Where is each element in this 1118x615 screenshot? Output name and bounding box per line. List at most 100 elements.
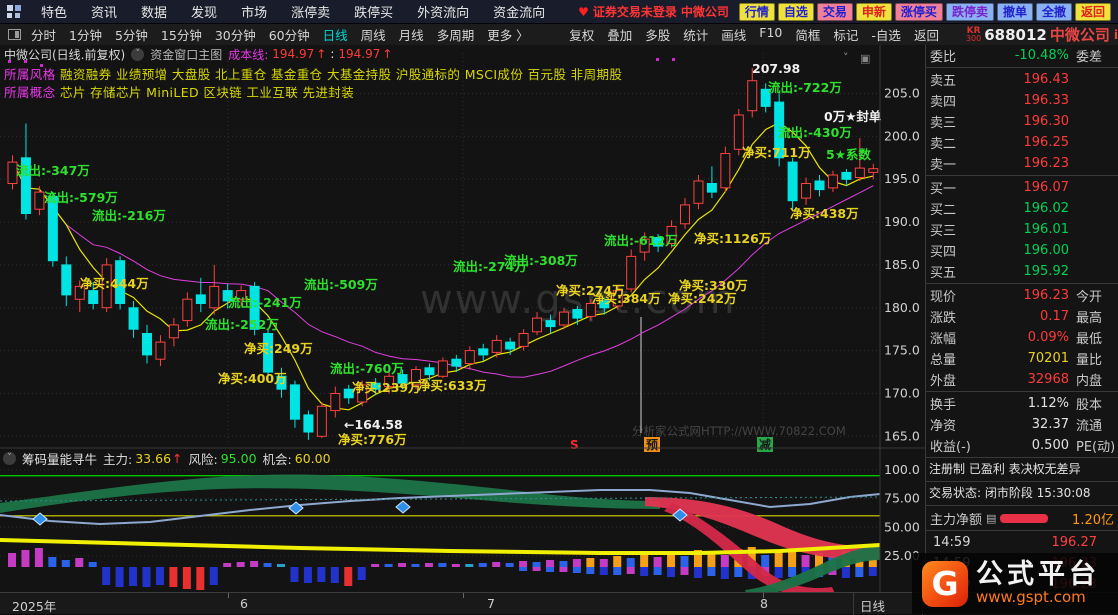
sell-level-row[interactable]: 卖二 196.25 bbox=[926, 132, 1118, 153]
info-label: 总量 bbox=[930, 353, 957, 368]
stock-info: KR 300 688012 中微公司 i bbox=[966, 24, 1118, 45]
indicator-ribbon bbox=[664, 503, 835, 592]
topbar-menu-item[interactable]: 外资流向 bbox=[417, 6, 470, 21]
flow-annotation: 流出:-579万 bbox=[44, 190, 118, 205]
period-tab[interactable]: 30分钟 bbox=[214, 28, 256, 43]
sell-level-label: 卖五 bbox=[930, 74, 957, 89]
info-value: 32.37 bbox=[1031, 417, 1069, 432]
trade-button[interactable]: 涨停买 bbox=[894, 2, 943, 21]
buy-level-row[interactable]: 买一 196.07 bbox=[926, 177, 1118, 198]
period-tab[interactable]: 5分钟 bbox=[114, 28, 148, 43]
buy-level-price: 196.01 bbox=[1023, 222, 1070, 237]
topbar-menu-item[interactable]: 市场 bbox=[241, 6, 268, 21]
trade-button[interactable]: 撤单 bbox=[996, 2, 1033, 21]
info-label: 净资 bbox=[930, 419, 957, 434]
topbar-menu-item[interactable]: 资讯 bbox=[91, 6, 118, 21]
sell-level-row[interactable]: 卖四 196.33 bbox=[926, 90, 1118, 111]
info-label-2: 最低 bbox=[1076, 332, 1103, 347]
tool-button[interactable]: 叠加 bbox=[607, 28, 633, 43]
candle-body bbox=[653, 237, 664, 247]
app-grid-icon[interactable] bbox=[7, 4, 22, 19]
period-tab[interactable]: 60分钟 bbox=[268, 28, 310, 43]
indicator-dotted-line bbox=[0, 496, 881, 502]
flow-annotation: 净买:239万 bbox=[352, 380, 421, 395]
volume-bar-down bbox=[613, 567, 622, 575]
topbar-menu-item[interactable]: 跌停买 bbox=[354, 6, 394, 21]
candle-body bbox=[330, 393, 341, 412]
candle-body bbox=[585, 303, 596, 317]
volume-bar-down bbox=[169, 567, 178, 587]
period-tab[interactable]: 15分钟 bbox=[160, 28, 202, 43]
trade-button[interactable]: 行情 bbox=[738, 2, 775, 21]
indicator-title[interactable]: 筹码量能寻牛 bbox=[22, 451, 98, 467]
tool-button[interactable]: F10 bbox=[759, 25, 783, 40]
stock-info-icon[interactable]: i bbox=[1113, 27, 1118, 42]
tool-button[interactable]: 标记 bbox=[833, 28, 859, 43]
buy-level-row[interactable]: 买五 195.92 bbox=[926, 261, 1118, 282]
quote-info-row: 总量 70201 量比 bbox=[926, 348, 1118, 369]
volume-bar-down bbox=[680, 567, 689, 575]
collapse-chevron-icon[interactable]: ˅ bbox=[3, 451, 16, 465]
concept-tags-row: 所属概念 芯片 存储芯片 MiniLED 区块链 工业互联 先进封装 bbox=[4, 82, 354, 101]
volume-bar-up bbox=[546, 560, 554, 567]
concept-tags-items[interactable]: 芯片 存储芯片 MiniLED 区块链 工业互联 先进封装 bbox=[59, 85, 355, 100]
trade-button[interactable]: 自选 bbox=[777, 2, 814, 21]
window-label[interactable]: 资金窗口主图 bbox=[150, 47, 223, 62]
flow-annotation: 净买:438万 bbox=[790, 206, 859, 221]
info-label: 涨幅 bbox=[930, 332, 957, 347]
trade-button[interactable]: 交易 bbox=[816, 2, 853, 21]
tool-button[interactable]: 复权 bbox=[569, 28, 595, 43]
stock-code: 688012 bbox=[984, 25, 1047, 44]
period-tab[interactable]: 日线 bbox=[322, 28, 348, 43]
layout-pane-icon[interactable] bbox=[8, 29, 21, 40]
period-tab[interactable]: 周线 bbox=[360, 28, 386, 43]
topbar-menu-item[interactable]: 资金流向 bbox=[493, 6, 546, 21]
sell-level-row[interactable]: 卖一 196.23 bbox=[926, 153, 1118, 174]
buy-level-row[interactable]: 买四 196.00 bbox=[926, 240, 1118, 261]
candle-body bbox=[276, 375, 287, 390]
period-tab[interactable]: 1分钟 bbox=[69, 28, 102, 43]
style-tags-items[interactable]: 融资融券 业绩预增 大盘股 北上重仓 基金重仓 大基金持股 沪股通标的 MSCI… bbox=[59, 67, 623, 82]
tool-button[interactable]: 返回 bbox=[913, 28, 939, 43]
tool-button[interactable]: 画线 bbox=[721, 28, 747, 43]
buy-level-row[interactable]: 买二 196.02 bbox=[926, 198, 1118, 219]
period-tab[interactable]: 分时 bbox=[31, 28, 57, 43]
buy-level-row[interactable]: 买三 196.01 bbox=[926, 219, 1118, 240]
topbar-menu-item[interactable]: 发现 bbox=[191, 6, 218, 21]
volume-bar-up bbox=[572, 559, 581, 567]
trade-button[interactable]: 返回 bbox=[1074, 2, 1111, 21]
topbar-menu-item[interactable]: 数据 bbox=[141, 6, 168, 21]
buy-level-label: 买五 bbox=[930, 266, 957, 281]
sell-level-label: 卖四 bbox=[930, 95, 957, 110]
topbar-menu-item[interactable]: 特色 bbox=[41, 6, 68, 21]
tool-button[interactable]: 统计 bbox=[683, 28, 709, 43]
sell-level-row[interactable]: 卖三 196.30 bbox=[926, 111, 1118, 132]
volume-bar-down bbox=[868, 567, 877, 576]
trade-button[interactable]: 跌停卖 bbox=[945, 2, 994, 21]
tool-button[interactable]: 简框 bbox=[795, 28, 821, 43]
list-icon[interactable]: ▤ bbox=[986, 511, 997, 525]
period-tab[interactable]: 月线 bbox=[398, 28, 424, 43]
candle-body bbox=[814, 180, 825, 191]
period-tab[interactable]: 多周期 bbox=[436, 28, 475, 43]
trade-button[interactable]: 全撤 bbox=[1035, 2, 1072, 21]
main-net-amount-row[interactable]: 主力净额 ▤ 1.20亿 bbox=[926, 507, 1118, 529]
sell-level-row[interactable]: 卖五 196.43 bbox=[926, 69, 1118, 90]
sub-axis-label: 100.0 bbox=[884, 462, 920, 477]
axis-month-label: 7 bbox=[487, 596, 495, 611]
tool-button[interactable]: 多股 bbox=[645, 28, 671, 43]
diamond-signal-icon bbox=[672, 508, 688, 522]
main-chart-svg[interactable]: 205.0 200.0 195.0 190.0 185.0 180.0 175.0 170.0… bbox=[0, 45, 925, 592]
collapse-chevron-icon[interactable]: ˅ bbox=[131, 47, 145, 61]
topbar-menu-item[interactable]: 涨停卖 bbox=[291, 6, 331, 21]
buy-level-price: 196.00 bbox=[1023, 243, 1070, 258]
tool-button[interactable]: -自选 bbox=[871, 28, 901, 43]
period-tab[interactable]: 更多 〉 bbox=[487, 28, 529, 43]
volume-bar-up bbox=[88, 562, 97, 567]
style-tags-label: 所属风格 bbox=[4, 67, 56, 82]
candle-body bbox=[303, 414, 314, 433]
trade-button[interactable]: 申新 bbox=[855, 2, 892, 21]
volume-bar-down bbox=[653, 567, 662, 575]
candle-body bbox=[558, 311, 569, 326]
candle-body bbox=[787, 161, 798, 202]
